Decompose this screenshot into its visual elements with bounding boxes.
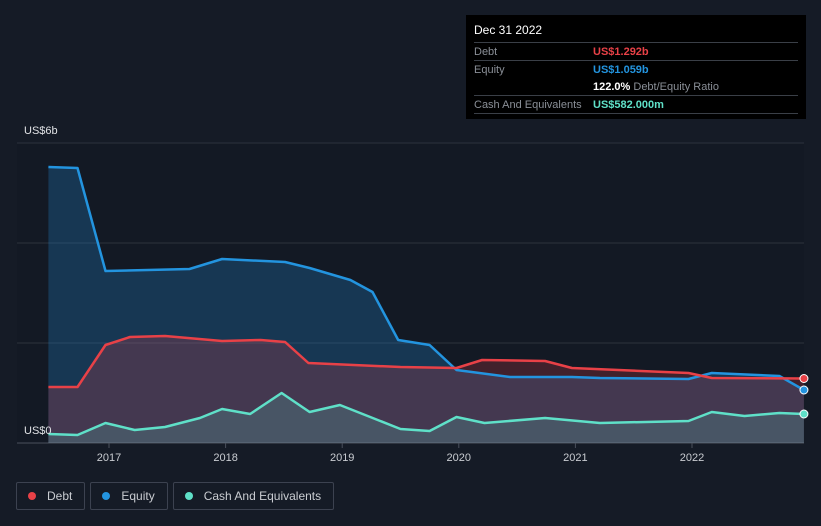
tooltip-debt-value: US$1.292b: [593, 45, 649, 58]
legend: Debt Equity Cash And Equivalents: [16, 482, 335, 510]
equity-area: [48, 167, 804, 443]
equity-dot-icon: [102, 492, 111, 500]
x-tick-label: 2022: [680, 452, 704, 464]
debt-end-point: [799, 374, 809, 383]
tooltip-ratio-value: 122.0%: [593, 80, 631, 93]
x-tick-label: 2020: [447, 452, 471, 464]
legend-debt-label: Debt: [47, 489, 73, 503]
y-tick-bottom: US$0: [24, 425, 52, 437]
plot-area: [17, 143, 804, 443]
y-tick-top: US$6b: [24, 125, 58, 137]
legend-cash[interactable]: Cash And Equivalents: [172, 482, 335, 510]
tooltip-date: Dec 31 2022: [474, 23, 798, 43]
legend-cash-label: Cash And Equivalents: [203, 489, 322, 503]
x-tick-label: 2021: [563, 452, 587, 464]
x-tick-label: 2017: [97, 452, 121, 464]
x-tick-label: 2018: [213, 452, 237, 464]
cash-area: [48, 393, 804, 443]
tooltip-debt-label: Debt: [474, 45, 498, 58]
cash-line: [48, 391, 804, 437]
tooltip-ratio-label: Debt/Equity Ratio: [633, 80, 719, 93]
debt-line: [48, 334, 804, 389]
legend-equity-label: Equity: [121, 489, 155, 503]
legend-debt[interactable]: Debt: [16, 482, 86, 510]
legend-equity[interactable]: Equity: [90, 482, 168, 510]
tooltip-equity-value: US$1.059b: [593, 63, 649, 76]
tooltip-cash-value: US$582.000m: [593, 98, 664, 111]
tooltip-equity-label: Equity: [474, 63, 505, 76]
cash-dot-icon: [184, 492, 193, 500]
equity-end-point: [799, 385, 809, 395]
tooltip-cash-label: Cash And Equivalents: [474, 98, 582, 111]
cash-end-point: [799, 409, 809, 419]
equity-line: [48, 165, 805, 392]
debt-area: [48, 336, 804, 443]
debt-dot-icon: [28, 492, 36, 500]
x-tick-label: 2019: [330, 452, 354, 464]
tooltip: Dec 31 2022 Debt US$1.292b Equity US$1.059…: [466, 15, 806, 119]
